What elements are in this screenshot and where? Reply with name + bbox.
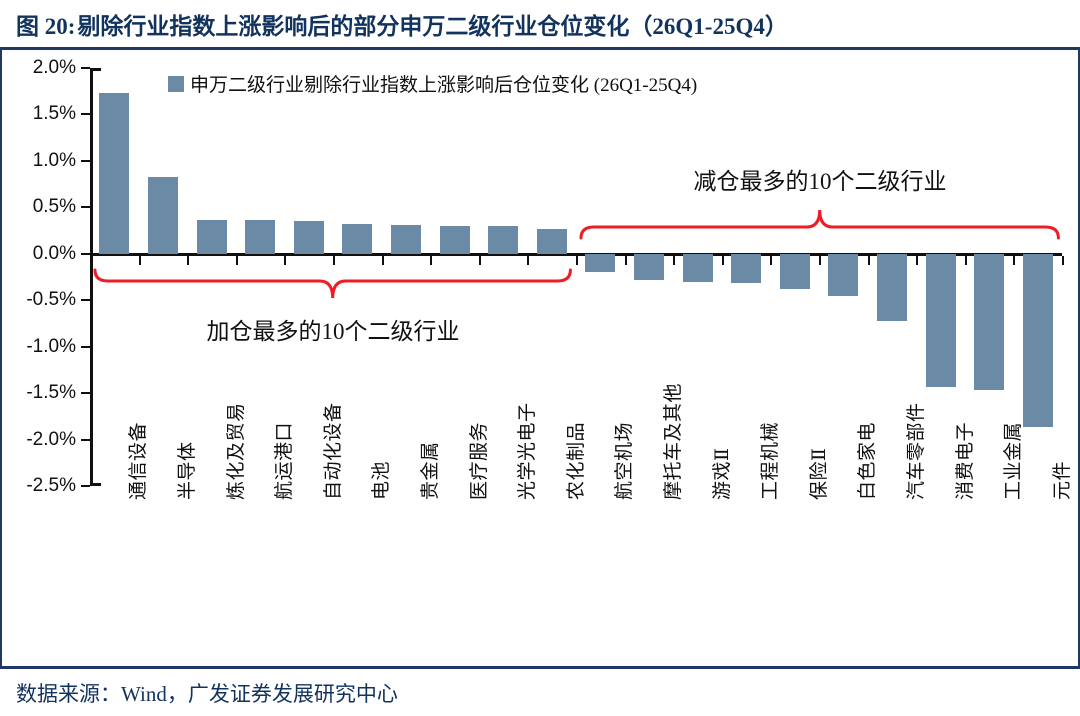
page-title: 剔除行业指数上涨影响后的部分申万二级行业仓位变化（26Q1-25Q4）: [77, 13, 788, 39]
x-axis-tick: [430, 255, 432, 265]
y-axis-tick: [81, 206, 90, 209]
x-axis-tick: [333, 255, 335, 265]
y-axis-tick-label: 0.5%: [32, 196, 76, 218]
x-axis-label: 医疗服务: [468, 421, 490, 500]
chart-legend: 申万二级行业剔除行业指数上涨影响后仓位变化 (26Q1-25Q4): [168, 70, 697, 97]
y-axis-tick: [81, 252, 90, 255]
x-axis-tick: [819, 255, 821, 265]
x-axis-tick: [284, 255, 286, 265]
x-axis-tick: [479, 255, 481, 265]
x-axis-label: 工业金属: [1003, 421, 1025, 500]
y-axis-tick-label: 2.0%: [32, 57, 76, 78]
x-axis-tick: [868, 255, 870, 265]
bar[interactable]: [390, 224, 421, 254]
y-axis-cap-top: [90, 68, 101, 71]
bar[interactable]: [828, 253, 859, 297]
figure-number: 图 20:: [16, 13, 76, 39]
y-axis-tick: [81, 159, 90, 162]
y-axis-tick: [81, 345, 90, 348]
x-axis-tick: [187, 255, 189, 265]
bar[interactable]: [925, 253, 956, 387]
x-axis-tick: [722, 255, 724, 265]
x-axis-tick: [139, 255, 141, 265]
y-axis-tick-label: -0.5%: [26, 289, 76, 311]
y-axis-tick: [81, 299, 90, 302]
x-axis-label: 保险Ⅱ: [808, 447, 830, 500]
x-axis-label: 通信设备: [128, 421, 150, 500]
right-group-bracket: [579, 209, 1061, 240]
bar[interactable]: [536, 228, 567, 254]
left-group-bracket: [93, 268, 573, 298]
x-axis-tick: [770, 255, 772, 265]
bar[interactable]: [439, 225, 470, 254]
y-axis-tick-label: -1.5%: [26, 382, 76, 404]
bar[interactable]: [488, 225, 519, 254]
y-axis-tick-label: -2.0%: [26, 428, 76, 450]
x-axis-tick: [625, 255, 627, 265]
x-axis-label: 自动化设备: [322, 402, 344, 500]
y-axis-tick: [81, 438, 90, 441]
bar[interactable]: [293, 221, 324, 254]
bar[interactable]: [99, 93, 130, 254]
y-axis-tick: [81, 485, 90, 487]
x-axis-tick: [527, 255, 529, 265]
x-axis-tick: [576, 255, 578, 265]
bar[interactable]: [1022, 253, 1053, 428]
legend-label: 申万二级行业剔除行业指数上涨影响后仓位变化 (26Q1-25Q4): [190, 75, 698, 96]
bar[interactable]: [147, 176, 178, 254]
x-axis-label: 工程机械: [760, 421, 782, 500]
x-axis-label: 炼化及贸易: [225, 402, 247, 500]
x-axis-tick: [236, 255, 238, 265]
zero-baseline: [90, 252, 1062, 256]
x-axis-label: 航运港口: [274, 421, 296, 500]
y-axis-tick-label: 0.0%: [32, 242, 76, 264]
x-axis-label: 汽车零部件: [905, 402, 927, 500]
x-axis-label: 消费电子: [954, 421, 976, 500]
bar[interactable]: [196, 220, 227, 254]
y-axis-tick-label: -1.0%: [26, 335, 76, 357]
x-axis-label: 游戏Ⅱ: [711, 447, 733, 500]
x-axis-tick: [1062, 255, 1064, 265]
left-group-annotation: 加仓最多的10个二级行业: [206, 318, 460, 344]
y-axis-tick-label: 1.0%: [32, 149, 76, 171]
y-axis-tick: [81, 67, 90, 69]
bar[interactable]: [876, 253, 907, 321]
chart-area: 2.0% 1.5% 1.0% 0.5% 0.0% -0.5% -1.0% -1.5% -2.0%…: [0, 50, 1080, 666]
y-axis-tick: [81, 392, 90, 395]
bar[interactable]: [974, 253, 1005, 391]
bar[interactable]: [682, 253, 713, 282]
y-axis-spine: [90, 68, 93, 486]
y-axis-cap-bottom: [90, 483, 101, 486]
y-axis-tick-label: 1.5%: [32, 103, 76, 125]
bar[interactable]: [342, 224, 373, 254]
figure-title-band: 图 20: 剔除行业指数上涨影响后的部分申万二级行业仓位变化（26Q1-25Q4…: [0, 0, 1080, 50]
source-note: 数据来源：Wind，广发证券发展研究中心: [16, 681, 398, 706]
bar[interactable]: [779, 253, 810, 290]
x-axis-label: 农化制品: [565, 421, 587, 500]
x-axis-tick: [1013, 255, 1015, 265]
x-axis-label: 贵金属: [419, 441, 441, 500]
x-axis-label: 摩托车及其他: [662, 382, 684, 500]
y-axis-tick: [81, 113, 90, 116]
x-axis-tick: [916, 255, 918, 265]
x-axis-label: 航空机场: [614, 421, 636, 500]
bar[interactable]: [731, 253, 762, 283]
x-axis-tick: [382, 255, 384, 265]
x-axis-label: 白色家电: [857, 421, 879, 500]
right-group-annotation: 减仓最多的10个二级行业: [693, 168, 947, 194]
y-axis-tick-label: -2.5%: [26, 475, 76, 496]
x-axis-label: 光学光电子: [517, 402, 539, 500]
figure-source-band: 数据来源：Wind，广发证券发展研究中心: [0, 666, 1080, 716]
bar[interactable]: [585, 253, 616, 273]
x-axis-tick: [965, 255, 967, 265]
chart-plot: 2.0% 1.5% 1.0% 0.5% 0.0% -0.5% -1.0% -1.5% -2.0%…: [2, 50, 1078, 666]
bar[interactable]: [245, 220, 276, 254]
x-axis-label: 元件: [1051, 460, 1073, 500]
legend-swatch-icon: [168, 75, 184, 92]
x-axis-tick: [673, 255, 675, 265]
x-axis-label: 电池: [371, 460, 393, 500]
x-axis-label: 半导体: [176, 441, 198, 500]
bar[interactable]: [633, 253, 664, 280]
